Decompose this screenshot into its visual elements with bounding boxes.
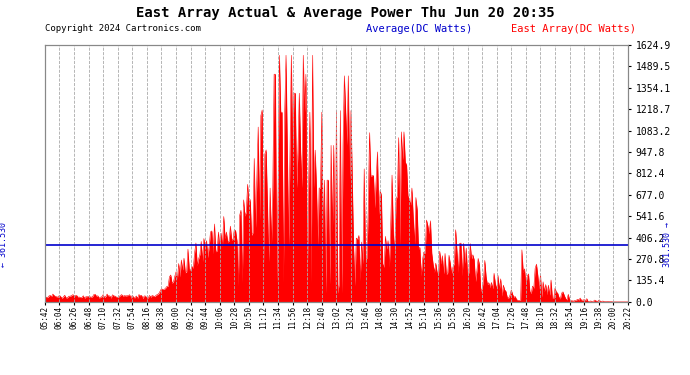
Text: Copyright 2024 Cartronics.com: Copyright 2024 Cartronics.com: [45, 24, 201, 33]
Text: East Array(DC Watts): East Array(DC Watts): [511, 24, 635, 34]
Text: ← 361.530: ← 361.530: [0, 222, 8, 267]
Text: Average(DC Watts): Average(DC Watts): [366, 24, 472, 34]
Text: East Array Actual & Average Power Thu Jun 20 20:35: East Array Actual & Average Power Thu Ju…: [136, 6, 554, 20]
Text: 361.530 →: 361.530 →: [663, 222, 673, 267]
